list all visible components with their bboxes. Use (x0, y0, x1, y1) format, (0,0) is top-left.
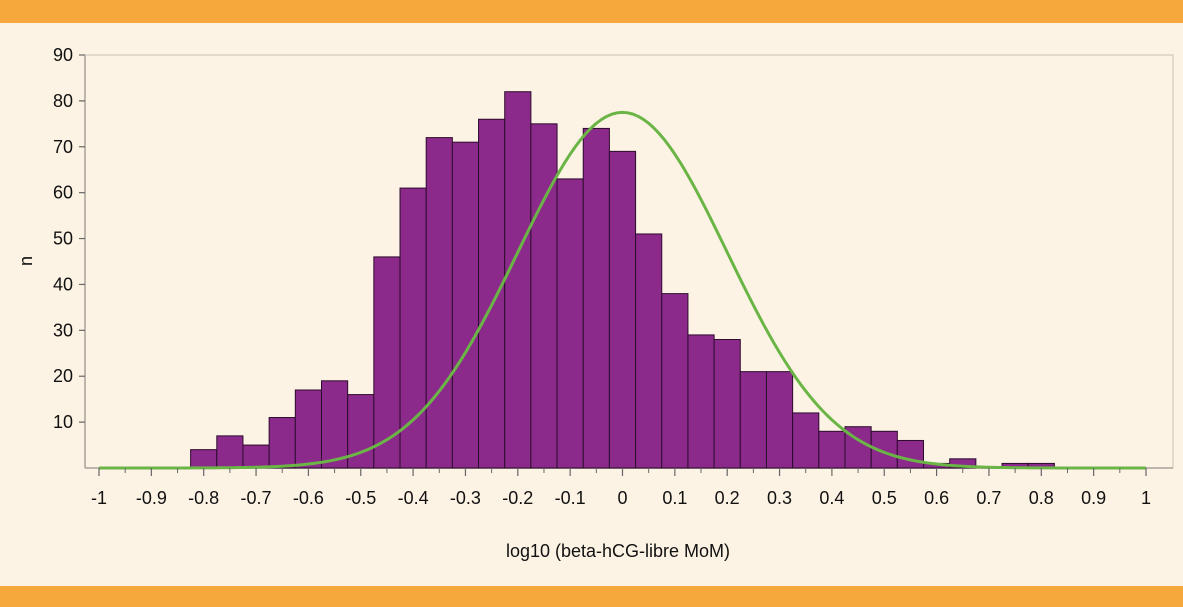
histogram-bar (713, 339, 741, 469)
histogram-bar (320, 380, 349, 469)
y-tick-label: 80 (53, 91, 73, 111)
x-tick-label: 0.4 (819, 488, 844, 508)
x-tick-label: -0.7 (241, 488, 272, 508)
x-tick-label: -0.2 (502, 488, 533, 508)
y-axis-title: n (16, 256, 36, 266)
x-tick-label: 0.6 (924, 488, 949, 508)
x-axis-title: log10 (beta-hCG-libre MoM) (506, 541, 730, 561)
x-tick-label: -0.5 (345, 488, 376, 508)
x-tick-label: -0.1 (555, 488, 586, 508)
histogram-bar (242, 444, 270, 469)
x-tick-label: 0.8 (1029, 488, 1054, 508)
histogram-bar (818, 430, 846, 469)
histogram-bar (661, 293, 689, 469)
histogram-bars (190, 91, 1055, 469)
histogram-bar (530, 123, 558, 469)
y-tick-label: 10 (53, 412, 73, 432)
y-tick-labels: 10 20 30 40 50 60 70 80 90 (53, 45, 85, 432)
histogram-bar (478, 118, 506, 469)
histogram-bar (216, 435, 244, 469)
histogram-bar (556, 178, 584, 469)
x-tick-label: 0.3 (767, 488, 792, 508)
histogram-bar (190, 449, 218, 469)
y-tick-label: 30 (53, 320, 73, 340)
histogram-bar (635, 233, 663, 469)
x-tick-label: -1 (91, 488, 107, 508)
histogram-bar (504, 91, 532, 469)
y-tick-label: 90 (53, 45, 73, 65)
y-tick-label: 50 (53, 229, 73, 249)
x-tick-label: 0 (617, 488, 627, 508)
histogram-bar (739, 371, 767, 469)
histogram-bar (582, 127, 610, 469)
x-tick-label: -0.6 (293, 488, 324, 508)
histogram-bar (451, 141, 480, 469)
histogram-bar (765, 371, 794, 469)
x-tick-label: -0.9 (136, 488, 167, 508)
bottom-orange-band (0, 586, 1183, 607)
y-tick-label: 60 (53, 183, 73, 203)
y-tick-label: 70 (53, 137, 73, 157)
histogram-bar (268, 417, 296, 469)
top-orange-band (0, 0, 1183, 23)
y-tick-label: 40 (53, 274, 73, 294)
normal-curve-line (99, 110, 1146, 470)
x-tick-label: 0.9 (1081, 488, 1106, 508)
histogram-bar (373, 256, 401, 469)
x-tick-label: 0.1 (662, 488, 687, 508)
x-tick-labels: -1 -0.9 -0.8 -0.7 -0.6 -0.5 -0.4 -0.3 -0.2 -0.1 0 0… (91, 468, 1151, 508)
x-tick-label: -0.4 (398, 488, 429, 508)
histogram-bar (792, 412, 820, 469)
histogram-bar (896, 439, 925, 469)
histogram-bar (294, 389, 322, 469)
x-tick-label: 1 (1141, 488, 1151, 508)
histogram-bar (425, 137, 453, 469)
x-tick-label: 0.2 (715, 488, 740, 508)
y-tick-label: 20 (53, 366, 73, 386)
x-tick-label: 0.7 (976, 488, 1001, 508)
histogram-bar (608, 150, 637, 469)
x-tick-label: -0.3 (450, 488, 481, 508)
histogram-bar (687, 334, 715, 469)
x-tick-label: -0.8 (188, 488, 219, 508)
x-tick-label: 0.5 (872, 488, 897, 508)
